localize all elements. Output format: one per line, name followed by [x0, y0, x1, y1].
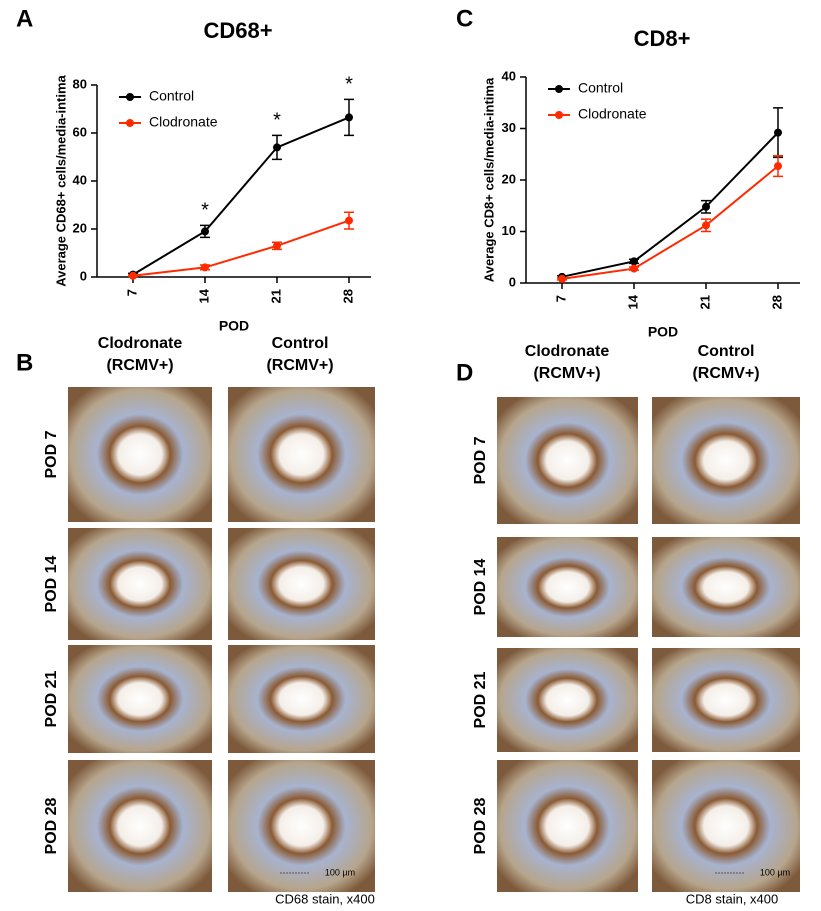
- x-tick-label: 14: [196, 288, 211, 303]
- x-tick-label: 14: [625, 294, 640, 309]
- data-point: [273, 143, 281, 152]
- x-tick-label: 7: [124, 289, 139, 296]
- column-header: Control: [272, 335, 329, 352]
- legend-label: Clodronate: [578, 106, 647, 122]
- micrograph: [228, 760, 375, 892]
- legend-label: Clodronate: [149, 114, 218, 130]
- x-tick-label: 28: [769, 295, 784, 309]
- legend-label: Control: [578, 80, 623, 96]
- micrograph: [497, 397, 638, 524]
- y-tick-label: 40: [73, 172, 87, 187]
- row-label: POD 14: [472, 558, 489, 615]
- y-tick-label: 0: [80, 268, 87, 283]
- x-tick-label: 28: [340, 289, 355, 303]
- legend-label: Control: [149, 88, 194, 104]
- column-header: Control: [698, 343, 755, 360]
- row-label: POD 28: [472, 797, 489, 854]
- stain-caption: CD68 stain, x400: [275, 891, 375, 906]
- legend-marker: [555, 85, 563, 93]
- micrograph: [497, 648, 638, 752]
- panel-label: B: [16, 349, 33, 376]
- row-label: POD 28: [43, 797, 60, 854]
- data-point: [630, 264, 638, 273]
- y-tick-label: 20: [73, 220, 87, 235]
- legend-marker: [555, 111, 563, 119]
- scale-label: 100 µm: [760, 867, 790, 877]
- micrograph: [228, 645, 375, 753]
- y-tick-label: 80: [73, 76, 87, 91]
- data-point: [345, 216, 353, 225]
- y-tick-label: 30: [502, 120, 516, 135]
- row-label: POD 21: [472, 671, 489, 728]
- micrograph: [652, 760, 800, 892]
- micrograph: [652, 397, 800, 524]
- x-axis-label: POD: [648, 324, 678, 340]
- row-label: POD 21: [43, 670, 60, 727]
- chart-title: CD8+: [634, 26, 691, 51]
- micrograph: [68, 760, 212, 892]
- column-header: (RCMV+): [533, 365, 600, 382]
- panel-label: D: [456, 359, 473, 386]
- x-tick-label: 21: [268, 289, 283, 303]
- column-header: Clodronate: [98, 335, 183, 352]
- y-axis-label: Average CD68+ cells/media-intima: [53, 74, 68, 286]
- series-line: [132, 116, 350, 276]
- data-point: [201, 227, 209, 236]
- annotation: *: [201, 200, 209, 222]
- data-point: [129, 271, 137, 280]
- series-line: [561, 165, 779, 280]
- data-point: [273, 241, 281, 250]
- data-point: [558, 274, 566, 283]
- y-tick-label: 40: [502, 68, 516, 83]
- panel-label: C: [456, 5, 473, 32]
- data-point: [702, 221, 710, 230]
- chart-title: CD68+: [203, 18, 272, 43]
- annotation: *: [273, 110, 281, 132]
- micrograph: [68, 645, 212, 753]
- scale-label: 100 µm: [325, 867, 355, 877]
- data-point: [201, 263, 209, 272]
- data-point: [630, 257, 638, 266]
- y-tick-label: 60: [73, 124, 87, 139]
- micrograph: [652, 537, 800, 637]
- column-header: (RCMV+): [266, 357, 333, 374]
- row-label: POD 7: [472, 436, 489, 484]
- series-line: [561, 131, 779, 278]
- row-label: POD 14: [43, 555, 60, 612]
- y-tick-label: 0: [509, 274, 516, 289]
- micrograph: [497, 537, 638, 637]
- y-tick-label: 10: [502, 223, 516, 238]
- column-header: (RCMV+): [106, 357, 173, 374]
- data-point: [702, 202, 710, 211]
- micrograph: [228, 528, 375, 640]
- data-point: [774, 162, 782, 171]
- stain-caption: CD8 stain, x400: [686, 891, 779, 906]
- series-line: [132, 219, 350, 277]
- micrograph: [68, 387, 212, 522]
- y-tick-label: 20: [502, 171, 516, 186]
- data-point: [774, 128, 782, 137]
- micrograph: [652, 648, 800, 752]
- x-axis-label: POD: [219, 318, 249, 334]
- row-label: POD 7: [43, 430, 60, 478]
- x-tick-label: 7: [553, 295, 568, 302]
- data-point: [345, 113, 353, 122]
- micrograph: [497, 760, 638, 892]
- annotation: *: [345, 74, 353, 96]
- column-header: Clodronate: [525, 343, 610, 360]
- column-header: (RCMV+): [692, 365, 759, 382]
- y-axis-label: Average CD8+ cells/media-intima: [481, 77, 496, 282]
- x-tick-label: 21: [697, 295, 712, 309]
- panel-label: A: [16, 5, 33, 32]
- micrograph: [228, 387, 375, 522]
- micrograph: [68, 528, 212, 640]
- legend-marker: [126, 93, 134, 101]
- legend-marker: [126, 119, 134, 127]
